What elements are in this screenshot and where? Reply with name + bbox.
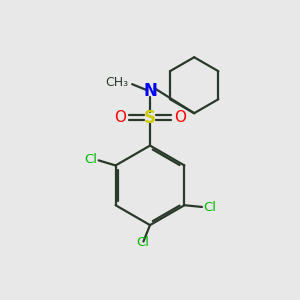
Text: Cl: Cl	[203, 201, 217, 214]
Text: N: N	[143, 82, 157, 100]
Text: O: O	[174, 110, 186, 125]
Text: Cl: Cl	[136, 236, 149, 249]
Text: O: O	[114, 110, 126, 125]
Text: S: S	[144, 109, 156, 127]
Text: Cl: Cl	[84, 154, 97, 166]
Text: CH₃: CH₃	[106, 76, 129, 89]
